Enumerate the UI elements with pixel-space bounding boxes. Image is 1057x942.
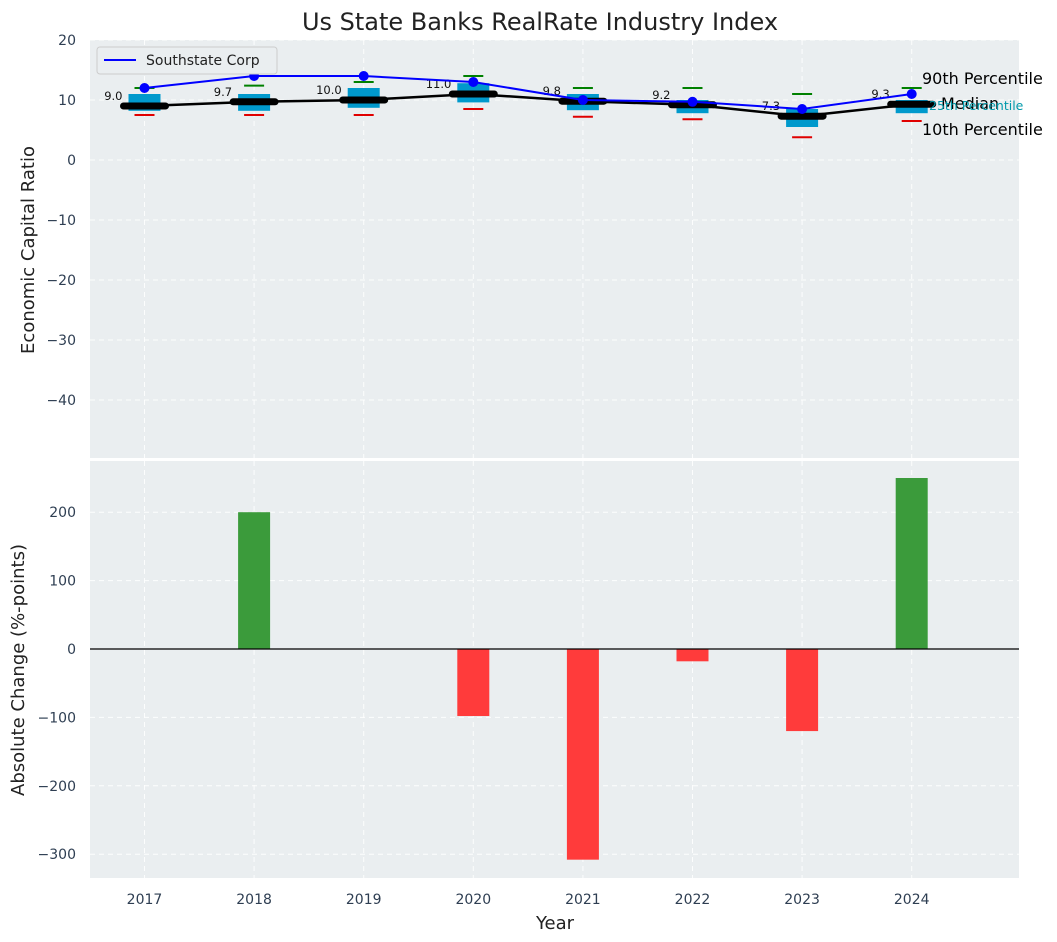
legend-box bbox=[96, 46, 278, 75]
bottom-plot-marks bbox=[90, 478, 1019, 860]
annotation-p10: 10th Percentile bbox=[922, 120, 1043, 139]
x-tick-label-2017: 2017 bbox=[127, 892, 163, 908]
top-grid bbox=[90, 39, 1019, 458]
x-tick-labels: 2017 2018 2019 2020 2021 2022 2023 2024 bbox=[127, 892, 930, 908]
median-value-label-2022: 9.2 bbox=[652, 88, 670, 102]
top-y-tick-label: 20 bbox=[58, 33, 76, 49]
change-bar-2024 bbox=[895, 478, 928, 649]
top-y-tick-label: −20 bbox=[46, 273, 76, 289]
bottom-y-tick-label: −100 bbox=[38, 710, 76, 726]
top-y-tick-label: −30 bbox=[46, 333, 76, 349]
southstate-point-2020 bbox=[468, 77, 479, 87]
top-y-axis-label: Economic Capital Ratio bbox=[18, 146, 39, 354]
bottom-panel-background bbox=[90, 461, 1019, 878]
southstate-point-2019 bbox=[358, 71, 369, 81]
annotation-p25: 25th Percentile bbox=[929, 98, 1024, 113]
median-value-label-2019: 10.0 bbox=[316, 83, 342, 97]
southstate-point-2023 bbox=[797, 104, 808, 114]
bottom-y-tick-label: −300 bbox=[38, 847, 76, 863]
southstate-point-2022 bbox=[687, 96, 698, 107]
bottom-y-axis-label: Absolute Change (%-points) bbox=[8, 544, 29, 796]
change-bar-2020 bbox=[457, 649, 490, 717]
change-bar-2022 bbox=[676, 649, 709, 662]
bottom-y-tick-label: −200 bbox=[38, 779, 76, 795]
top-y-tick-label: 0 bbox=[67, 153, 76, 169]
chart-title: Us State Banks RealRate Industry Index bbox=[302, 8, 778, 36]
x-tick-label-2024: 2024 bbox=[894, 892, 930, 908]
southstate-point-2024 bbox=[906, 89, 917, 99]
bottom-y-tick-labels: 200 100 0 −100 −200 −300 bbox=[38, 505, 76, 863]
x-tick-label-2019: 2019 bbox=[346, 892, 382, 908]
annotation-p90: 90th Percentile bbox=[922, 69, 1043, 88]
bottom-y-tick-label: 0 bbox=[67, 642, 76, 658]
annotation-median: Median bbox=[941, 94, 999, 113]
x-tick-label-2023: 2023 bbox=[784, 892, 820, 908]
bottom-y-tick-label: 100 bbox=[49, 574, 76, 590]
change-bar-2023 bbox=[786, 649, 819, 732]
legend-label: Southstate Corp bbox=[146, 53, 260, 69]
legend: Southstate Corp bbox=[96, 46, 278, 75]
median-value-label-2018: 9.7 bbox=[214, 85, 232, 99]
x-axis-label: Year bbox=[535, 913, 575, 934]
top-y-tick-label: 10 bbox=[58, 93, 76, 109]
southstate-line bbox=[144, 75, 912, 111]
top-y-tick-labels: 20 10 0 −10 −20 −30 −40 bbox=[46, 33, 76, 409]
change-bar-2018 bbox=[238, 512, 271, 649]
change-bar-2021 bbox=[566, 649, 599, 860]
southstate-point-2017 bbox=[139, 83, 150, 93]
x-tick-label-2022: 2022 bbox=[675, 892, 711, 908]
top-y-tick-label: −10 bbox=[46, 213, 76, 229]
bottom-y-tick-label: 200 bbox=[49, 505, 76, 521]
median-value-label-2017: 9.0 bbox=[104, 89, 122, 103]
x-tick-label-2021: 2021 bbox=[565, 892, 601, 908]
southstate-point-2021 bbox=[577, 95, 588, 105]
x-tick-label-2020: 2020 bbox=[455, 892, 491, 908]
x-tick-label-2018: 2018 bbox=[236, 892, 272, 908]
top-y-tick-label: −40 bbox=[46, 393, 76, 409]
